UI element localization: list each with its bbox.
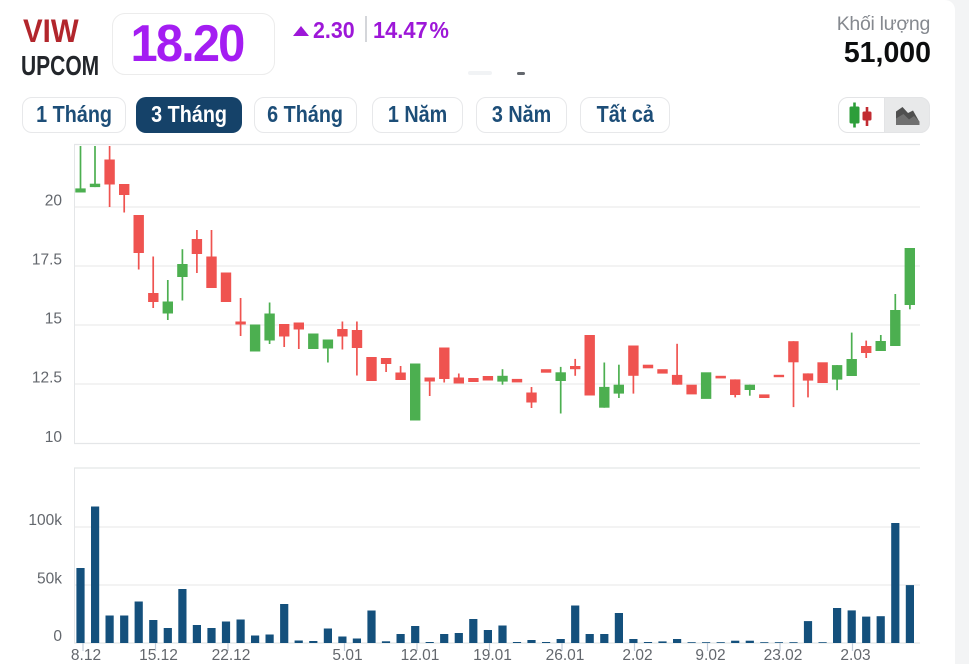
svg-text:2.02: 2.02 bbox=[622, 647, 652, 664]
svg-text:5.01: 5.01 bbox=[332, 647, 362, 664]
svg-text:0: 0 bbox=[53, 628, 62, 645]
svg-text:12.01: 12.01 bbox=[401, 647, 440, 664]
svg-text:26.01: 26.01 bbox=[546, 647, 585, 664]
svg-text:22.12: 22.12 bbox=[212, 647, 251, 664]
svg-text:23.02: 23.02 bbox=[764, 647, 803, 664]
svg-text:2.03: 2.03 bbox=[840, 647, 870, 664]
svg-text:100k: 100k bbox=[28, 512, 62, 529]
svg-text:20: 20 bbox=[45, 193, 63, 210]
svg-text:17.5: 17.5 bbox=[32, 252, 62, 269]
svg-text:15: 15 bbox=[45, 311, 62, 328]
svg-text:50k: 50k bbox=[37, 571, 62, 588]
svg-text:12.5: 12.5 bbox=[32, 370, 62, 387]
svg-text:9.02: 9.02 bbox=[695, 647, 725, 664]
svg-text:8.12: 8.12 bbox=[71, 647, 101, 664]
svg-text:10: 10 bbox=[45, 429, 63, 446]
svg-text:15.12: 15.12 bbox=[139, 647, 178, 664]
svg-text:19.01: 19.01 bbox=[473, 647, 512, 664]
